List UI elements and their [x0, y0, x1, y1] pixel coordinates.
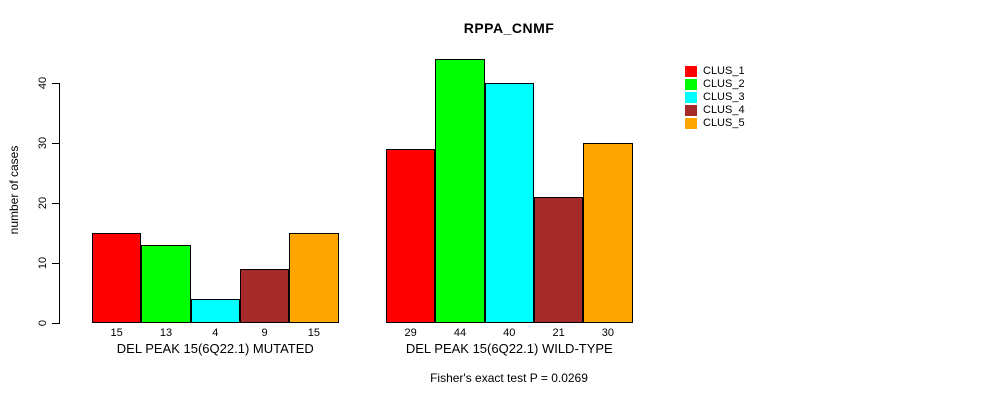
- y-tick-label: 0: [37, 319, 49, 327]
- bar-value-label: 29: [404, 327, 417, 339]
- y-tick-mark: [52, 143, 59, 144]
- bar-value-label: 15: [110, 327, 123, 339]
- bar-clus_3-group1: [190, 299, 240, 323]
- bar-value-label: 21: [552, 327, 565, 339]
- bar-value-label: 13: [159, 327, 173, 339]
- bar-clus_3-group2: [484, 83, 534, 323]
- bar-value-label: 44: [453, 327, 467, 339]
- chart-title: RPPA_CNMF: [463, 20, 555, 36]
- legend-label-clus_4: CLUS_4: [703, 103, 745, 116]
- legend-swatch-clus_4: [685, 104, 697, 116]
- footnote: Fisher's exact test P = 0.0269: [430, 371, 588, 385]
- bar-clus_1-group1: [92, 233, 142, 323]
- bar-clus_1-group2: [386, 149, 436, 323]
- bar-clus_2-group2: [435, 59, 485, 323]
- legend-swatch-clus_2: [685, 78, 697, 90]
- legend-label-clus_3: CLUS_3: [703, 90, 745, 103]
- y-axis-label: number of cases: [7, 145, 21, 235]
- bar-value-label: 30: [601, 327, 615, 339]
- y-tick-mark: [52, 203, 59, 204]
- bar-value-label: 4: [212, 327, 219, 339]
- x-group-label: DEL PEAK 15(6Q22.1) MUTATED: [116, 341, 314, 356]
- legend-swatch-clus_3: [685, 91, 697, 103]
- bar-value-label: 9: [261, 327, 268, 339]
- y-tick-mark: [52, 83, 59, 84]
- bar-value-label: 15: [307, 327, 321, 339]
- bar-value-label: 40: [503, 327, 516, 339]
- bar-clus_4-group2: [533, 197, 584, 323]
- y-tick-mark: [52, 323, 59, 324]
- bar-clus_4-group1: [239, 269, 290, 323]
- y-tick-mark: [52, 263, 59, 264]
- bar-clus_2-group1: [141, 245, 191, 323]
- legend-label-clus_1: CLUS_1: [703, 65, 745, 77]
- legend-label-clus_5: CLUS_5: [703, 116, 745, 129]
- y-axis-line: [59, 83, 60, 324]
- y-tick-label: 40: [37, 76, 49, 90]
- y-tick-label: 20: [37, 196, 49, 210]
- legend-swatch-clus_1: [685, 66, 697, 77]
- bar-clus_5-group1: [289, 233, 339, 323]
- bar-clus_5-group2: [583, 143, 633, 323]
- y-tick-label: 10: [37, 256, 49, 270]
- y-tick-label: 30: [37, 136, 49, 150]
- legend-swatch-clus_5: [685, 117, 697, 129]
- legend-label-clus_2: CLUS_2: [703, 77, 745, 90]
- x-group-label: DEL PEAK 15(6Q22.1) WILD-TYPE: [405, 341, 613, 356]
